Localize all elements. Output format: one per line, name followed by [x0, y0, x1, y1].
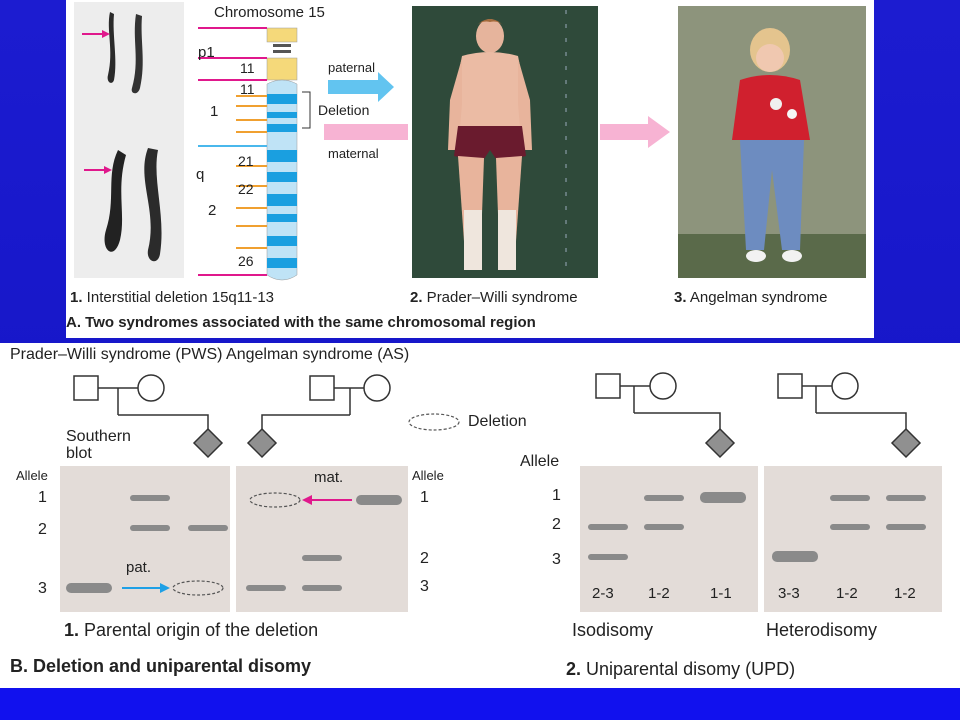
- deletion-legend-label: Deletion: [468, 413, 527, 430]
- chromosome-pair-lower-right: [144, 148, 162, 262]
- chromosome-pair-upper-right: [131, 14, 143, 94]
- panel-a-graphics: [74, 2, 866, 281]
- isodisomy-label: Isodisomy: [572, 620, 654, 640]
- pedigree-pws: [73, 374, 224, 459]
- allele-label-left: Allele: [16, 468, 48, 483]
- pedigree-as: [246, 374, 391, 459]
- prader-willi-photo: [412, 6, 598, 278]
- panel-b: Prader–Willi syndrome (PWS) Angelman syn…: [0, 343, 960, 688]
- bottom-bar: [0, 688, 960, 720]
- karyotype-photo: [74, 2, 184, 278]
- band-pws-lane3-allele2: [188, 525, 228, 531]
- band-pws-lane1-allele3: [66, 583, 112, 593]
- band-iso-lane1-allele2: [588, 524, 628, 530]
- caption-a1: 1. Interstitial deletion 15q11-13: [70, 289, 275, 306]
- southern-blot-label: Southern blot: [66, 428, 131, 462]
- band-iso-lane2-allele2: [644, 524, 684, 530]
- het-lane-1: 3-3: [778, 585, 800, 602]
- het-lane-2: 1-2: [836, 585, 858, 602]
- arm-q-label: q: [196, 166, 205, 183]
- band-11-upper-label: 11: [240, 60, 255, 76]
- chromosome-pair-upper-left: [107, 12, 116, 83]
- band-iso-lane1-allele3: [588, 554, 628, 560]
- pat-label: pat.: [126, 559, 152, 576]
- gel-heterodisomy: [764, 466, 942, 612]
- band-as-lane2-allele2: [302, 555, 342, 561]
- gel-isodisomy: [580, 466, 758, 612]
- section-b-title: B. Deletion and uniparental disomy: [10, 656, 312, 676]
- pedigree-isodisomy: [595, 372, 736, 459]
- caption-b2: 2. Uniparental disomy (UPD): [566, 659, 796, 679]
- allele-mid-3: 3: [420, 578, 429, 595]
- panel-b-header: Prader–Willi syndrome (PWS) Angelman syn…: [10, 346, 410, 363]
- band-pws-lane2-allele1: [130, 495, 170, 501]
- iso-lane-3: 1-1: [710, 585, 732, 602]
- band-as-lane1-allele3: [246, 585, 286, 591]
- band-het-lane2-allele2: [830, 524, 870, 530]
- band-21-label: 21: [238, 153, 254, 169]
- angelman-photo: [678, 6, 866, 278]
- panel-a: Chromosome 15 p1 11 11 1 Deletion patern…: [66, 0, 874, 338]
- chromosome-title: Chromosome 15: [214, 4, 325, 21]
- paternal-label: paternal: [328, 60, 375, 75]
- deletion-label: Deletion: [318, 102, 370, 118]
- het-lane-3: 1-2: [894, 585, 916, 602]
- allele-mid-2: 2: [420, 550, 429, 567]
- band-het-lane3-allele2: [886, 524, 926, 530]
- iso-lane-1: 2-3: [592, 585, 614, 602]
- allele-left-3: 3: [38, 580, 47, 597]
- allele-right-2: 2: [552, 516, 561, 533]
- deletion-as: [249, 492, 301, 508]
- band-het-lane1-allele3: [772, 551, 818, 562]
- allele-right-3: 3: [552, 551, 561, 568]
- band-iso-lane3-allele1: [700, 492, 746, 503]
- deletion-pws: [172, 580, 224, 596]
- allele-left-2: 2: [38, 521, 47, 538]
- mat-label: mat.: [314, 469, 344, 486]
- paternal-arrow: [328, 72, 394, 102]
- band-het-lane2-allele1: [830, 495, 870, 501]
- band-11-lower-label: 11: [240, 81, 255, 97]
- arm-p-label: p1: [198, 44, 215, 61]
- allele-label-mid: Allele: [412, 468, 444, 483]
- caption-a3: 3. Angelman syndrome: [674, 289, 828, 306]
- caption-a2: 2. Prader–Willi syndrome: [410, 289, 578, 306]
- band-iso-lane2-allele1: [644, 495, 684, 501]
- band-as-lane3-allele1: [356, 495, 402, 505]
- arm-q-region1-label: 1: [210, 103, 219, 120]
- band-26-label: 26: [238, 253, 254, 269]
- heterodisomy-label: Heterodisomy: [766, 620, 878, 640]
- chromosome-pair-lower-left: [104, 150, 126, 252]
- chromosome-15-ideogram: [198, 27, 311, 281]
- panel-b-graphics: [60, 372, 942, 612]
- maternal-arrow: [324, 124, 408, 140]
- allele-label-right: Allele: [520, 453, 560, 470]
- maternal-arrow-head: [600, 116, 670, 148]
- band-pws-lane2-allele2: [130, 525, 170, 531]
- arm-q-region2-label: 2: [208, 202, 217, 219]
- iso-lane-2: 1-2: [648, 585, 670, 602]
- band-as-lane2-allele3: [302, 585, 342, 591]
- caption-b1: 1. Parental origin of the deletion: [64, 620, 319, 640]
- pedigree-heterodisomy: [777, 372, 922, 459]
- allele-left-1: 1: [38, 489, 47, 506]
- allele-right-1: 1: [552, 487, 561, 504]
- maternal-label: maternal: [328, 146, 379, 161]
- section-a-title: A. Two syndromes associated with the sam…: [66, 314, 536, 331]
- band-22-label: 22: [238, 181, 254, 197]
- deletion-legend-ellipse: [408, 413, 460, 431]
- allele-mid-1: 1: [420, 489, 429, 506]
- band-het-lane3-allele1: [886, 495, 926, 501]
